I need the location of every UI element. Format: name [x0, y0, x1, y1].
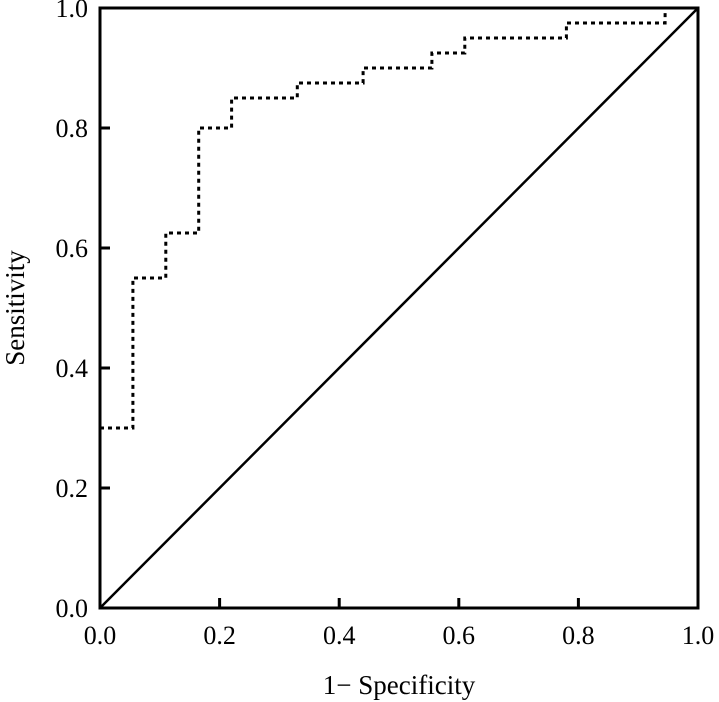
x-tick-label: 1.0: [682, 621, 715, 650]
x-tick-label: 0.6: [443, 621, 476, 650]
series-layer: [99, 6, 699, 609]
x-tick-label: 0.2: [203, 621, 236, 650]
roc-curve-series: [100, 6, 698, 430]
y-tick-labels: 0.0 0.2 0.4 0.6 0.8 1.0: [56, 0, 89, 623]
y-tick-label: 0.6: [56, 234, 89, 263]
y-tick-label: 0.2: [56, 474, 89, 503]
y-tick-label: 1.0: [56, 0, 89, 23]
x-tick-label: 0.8: [562, 621, 595, 650]
y-tick-label: 0.4: [56, 354, 89, 383]
y-tick-label: 0.0: [56, 594, 89, 623]
y-tick-label: 0.8: [56, 114, 89, 143]
x-tick-label: 0.4: [323, 621, 356, 650]
y-axis-title: Sensitivity: [0, 250, 30, 366]
x-tick-label: 0.0: [84, 621, 117, 650]
plot-frame: [98, 6, 700, 610]
x-tick-labels: 0.0 0.2 0.4 0.6 0.8 1.0: [84, 621, 715, 650]
x-axis-title: 1− Specificity: [323, 670, 476, 700]
reference-diagonal-line: [99, 7, 699, 609]
